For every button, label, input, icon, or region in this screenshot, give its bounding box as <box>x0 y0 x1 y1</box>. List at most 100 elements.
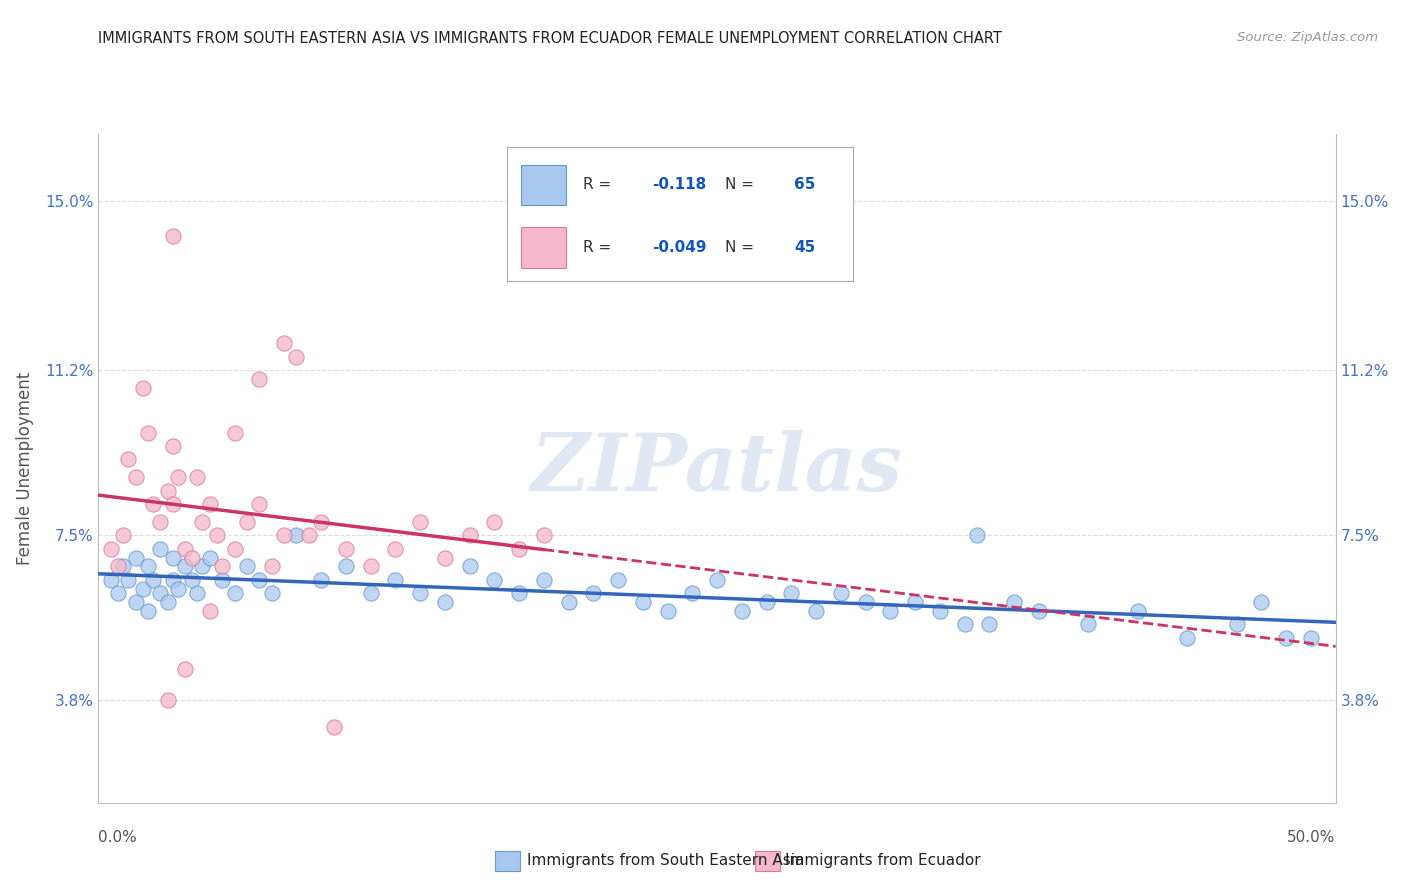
Text: 50.0%: 50.0% <box>1288 830 1336 845</box>
Point <box>458 528 481 542</box>
Text: IMMIGRANTS FROM SOUTH EASTERN ASIA VS IMMIGRANTS FROM ECUADOR FEMALE UNEMPLOYMEN: IMMIGRANTS FROM SOUTH EASTERN ASIA VS IM… <box>98 31 1002 46</box>
Point <box>309 515 332 529</box>
Point <box>484 515 506 529</box>
Point <box>484 573 506 587</box>
Point <box>112 559 135 574</box>
Point <box>1226 617 1249 632</box>
Point <box>458 559 481 574</box>
Point <box>384 541 406 556</box>
Point <box>107 586 129 600</box>
Point <box>136 425 159 440</box>
Point <box>285 350 308 364</box>
Point <box>322 720 344 734</box>
Y-axis label: Female Unemployment: Female Unemployment <box>15 372 34 565</box>
Point <box>1002 595 1025 609</box>
Point <box>162 229 184 244</box>
Point <box>1175 631 1198 645</box>
Point <box>162 497 184 511</box>
Point <box>132 582 155 596</box>
Point <box>582 586 605 600</box>
Point <box>706 573 728 587</box>
Point <box>508 586 530 600</box>
Point <box>236 559 259 574</box>
Point <box>409 586 432 600</box>
Point <box>273 528 295 542</box>
Point <box>136 604 159 618</box>
Point <box>681 586 703 600</box>
Point <box>1028 604 1050 618</box>
Point <box>533 528 555 542</box>
Point <box>433 550 456 565</box>
Point <box>124 550 146 565</box>
Point <box>136 559 159 574</box>
Point <box>335 559 357 574</box>
Point <box>780 586 803 600</box>
Point <box>211 573 233 587</box>
Point <box>508 541 530 556</box>
Point <box>191 515 214 529</box>
Point <box>198 497 221 511</box>
Point <box>409 515 432 529</box>
Point <box>360 586 382 600</box>
Point <box>260 586 283 600</box>
Point <box>533 573 555 587</box>
Point <box>260 559 283 574</box>
Point <box>174 662 197 676</box>
Point <box>149 586 172 600</box>
Point <box>132 381 155 395</box>
Point <box>117 452 139 467</box>
Point <box>247 573 270 587</box>
Point <box>224 586 246 600</box>
Point <box>124 595 146 609</box>
Point <box>273 336 295 351</box>
Text: ZIPatlas: ZIPatlas <box>531 430 903 507</box>
Point <box>298 528 321 542</box>
Point <box>928 604 950 618</box>
Point <box>181 573 204 587</box>
Point <box>1077 617 1099 632</box>
Point <box>904 595 927 609</box>
Point <box>198 604 221 618</box>
Point <box>285 528 308 542</box>
Point <box>149 541 172 556</box>
Point <box>1126 604 1149 618</box>
Point <box>181 550 204 565</box>
Point <box>124 470 146 484</box>
Point <box>166 470 188 484</box>
Point <box>174 541 197 556</box>
Point <box>360 559 382 574</box>
Point <box>162 439 184 453</box>
Point <box>804 604 827 618</box>
Text: Source: ZipAtlas.com: Source: ZipAtlas.com <box>1237 31 1378 45</box>
Point <box>966 528 988 542</box>
Point <box>186 470 208 484</box>
Point <box>830 586 852 600</box>
Point <box>191 559 214 574</box>
Point <box>166 582 188 596</box>
Point <box>224 425 246 440</box>
Point <box>309 573 332 587</box>
Point <box>1299 631 1322 645</box>
Point <box>100 541 122 556</box>
Point <box>156 483 179 498</box>
Point <box>142 497 165 511</box>
Point <box>335 541 357 556</box>
Point <box>631 595 654 609</box>
Point <box>100 573 122 587</box>
Text: Immigrants from Ecuador: Immigrants from Ecuador <box>785 854 980 868</box>
Point <box>186 586 208 600</box>
Point <box>162 573 184 587</box>
Point <box>384 573 406 587</box>
Point <box>557 595 579 609</box>
Point <box>174 559 197 574</box>
Point <box>156 595 179 609</box>
Point <box>755 595 778 609</box>
Point <box>224 541 246 556</box>
Point <box>247 372 270 386</box>
Point <box>211 559 233 574</box>
Point <box>142 573 165 587</box>
Point <box>198 550 221 565</box>
Point <box>247 497 270 511</box>
Point <box>117 573 139 587</box>
Point <box>107 559 129 574</box>
